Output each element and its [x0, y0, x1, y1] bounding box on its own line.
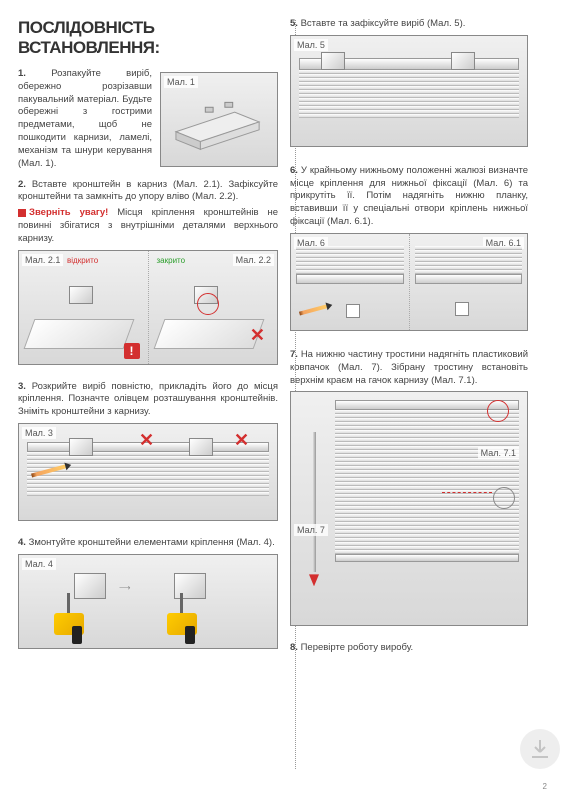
drill-icon	[167, 608, 212, 648]
figure-5: Мал. 5	[290, 35, 528, 147]
step-2: 2. Вставте кронштейн в карниз (Мал. 2.1)…	[18, 179, 278, 365]
figure-2: Мал. 2.1 відкрито ! закрито Мал. 2.2 ✕	[18, 250, 278, 365]
figure-6: Мал. 6 Мал. 6.1	[290, 233, 528, 331]
step-4: 4. Змонтуйте кронштейни елементами кріпл…	[18, 537, 278, 649]
figure-4: Мал. 4 ⟶	[18, 554, 278, 649]
step-8: 8. Перевірте роботу виробу.	[290, 642, 528, 655]
step-6: 6. У крайньому нижньому положенні жалюзі…	[290, 165, 528, 331]
step-1: 1. Розпакуйте виріб, обережно розрізавши…	[18, 68, 278, 171]
x-mark-icon: ✕	[250, 325, 265, 346]
x-mark-icon: ✕	[139, 430, 154, 451]
step-7: 7. На нижню частину тростини надягніть п…	[290, 349, 528, 626]
download-icon	[520, 729, 560, 769]
step-5: 5. Вставте та зафіксуйте виріб (Мал. 5).…	[290, 18, 528, 147]
drill-icon	[54, 608, 99, 648]
figure-1: Мал. 1	[160, 72, 278, 167]
x-mark-icon: ✕	[234, 430, 249, 451]
page-number: 2	[543, 782, 547, 791]
figure-7: Мал. 7 Мал. 7.1	[290, 391, 528, 626]
page-title: ПОСЛІДОВНІСТЬ ВСТАНОВЛЕННЯ:	[18, 18, 278, 58]
warning-icon: !	[124, 343, 140, 359]
step-3: 3. Розкрийте виріб повністю, прикладіть …	[18, 381, 278, 521]
figure-3: Мал. 3 ✕ ✕	[18, 423, 278, 521]
